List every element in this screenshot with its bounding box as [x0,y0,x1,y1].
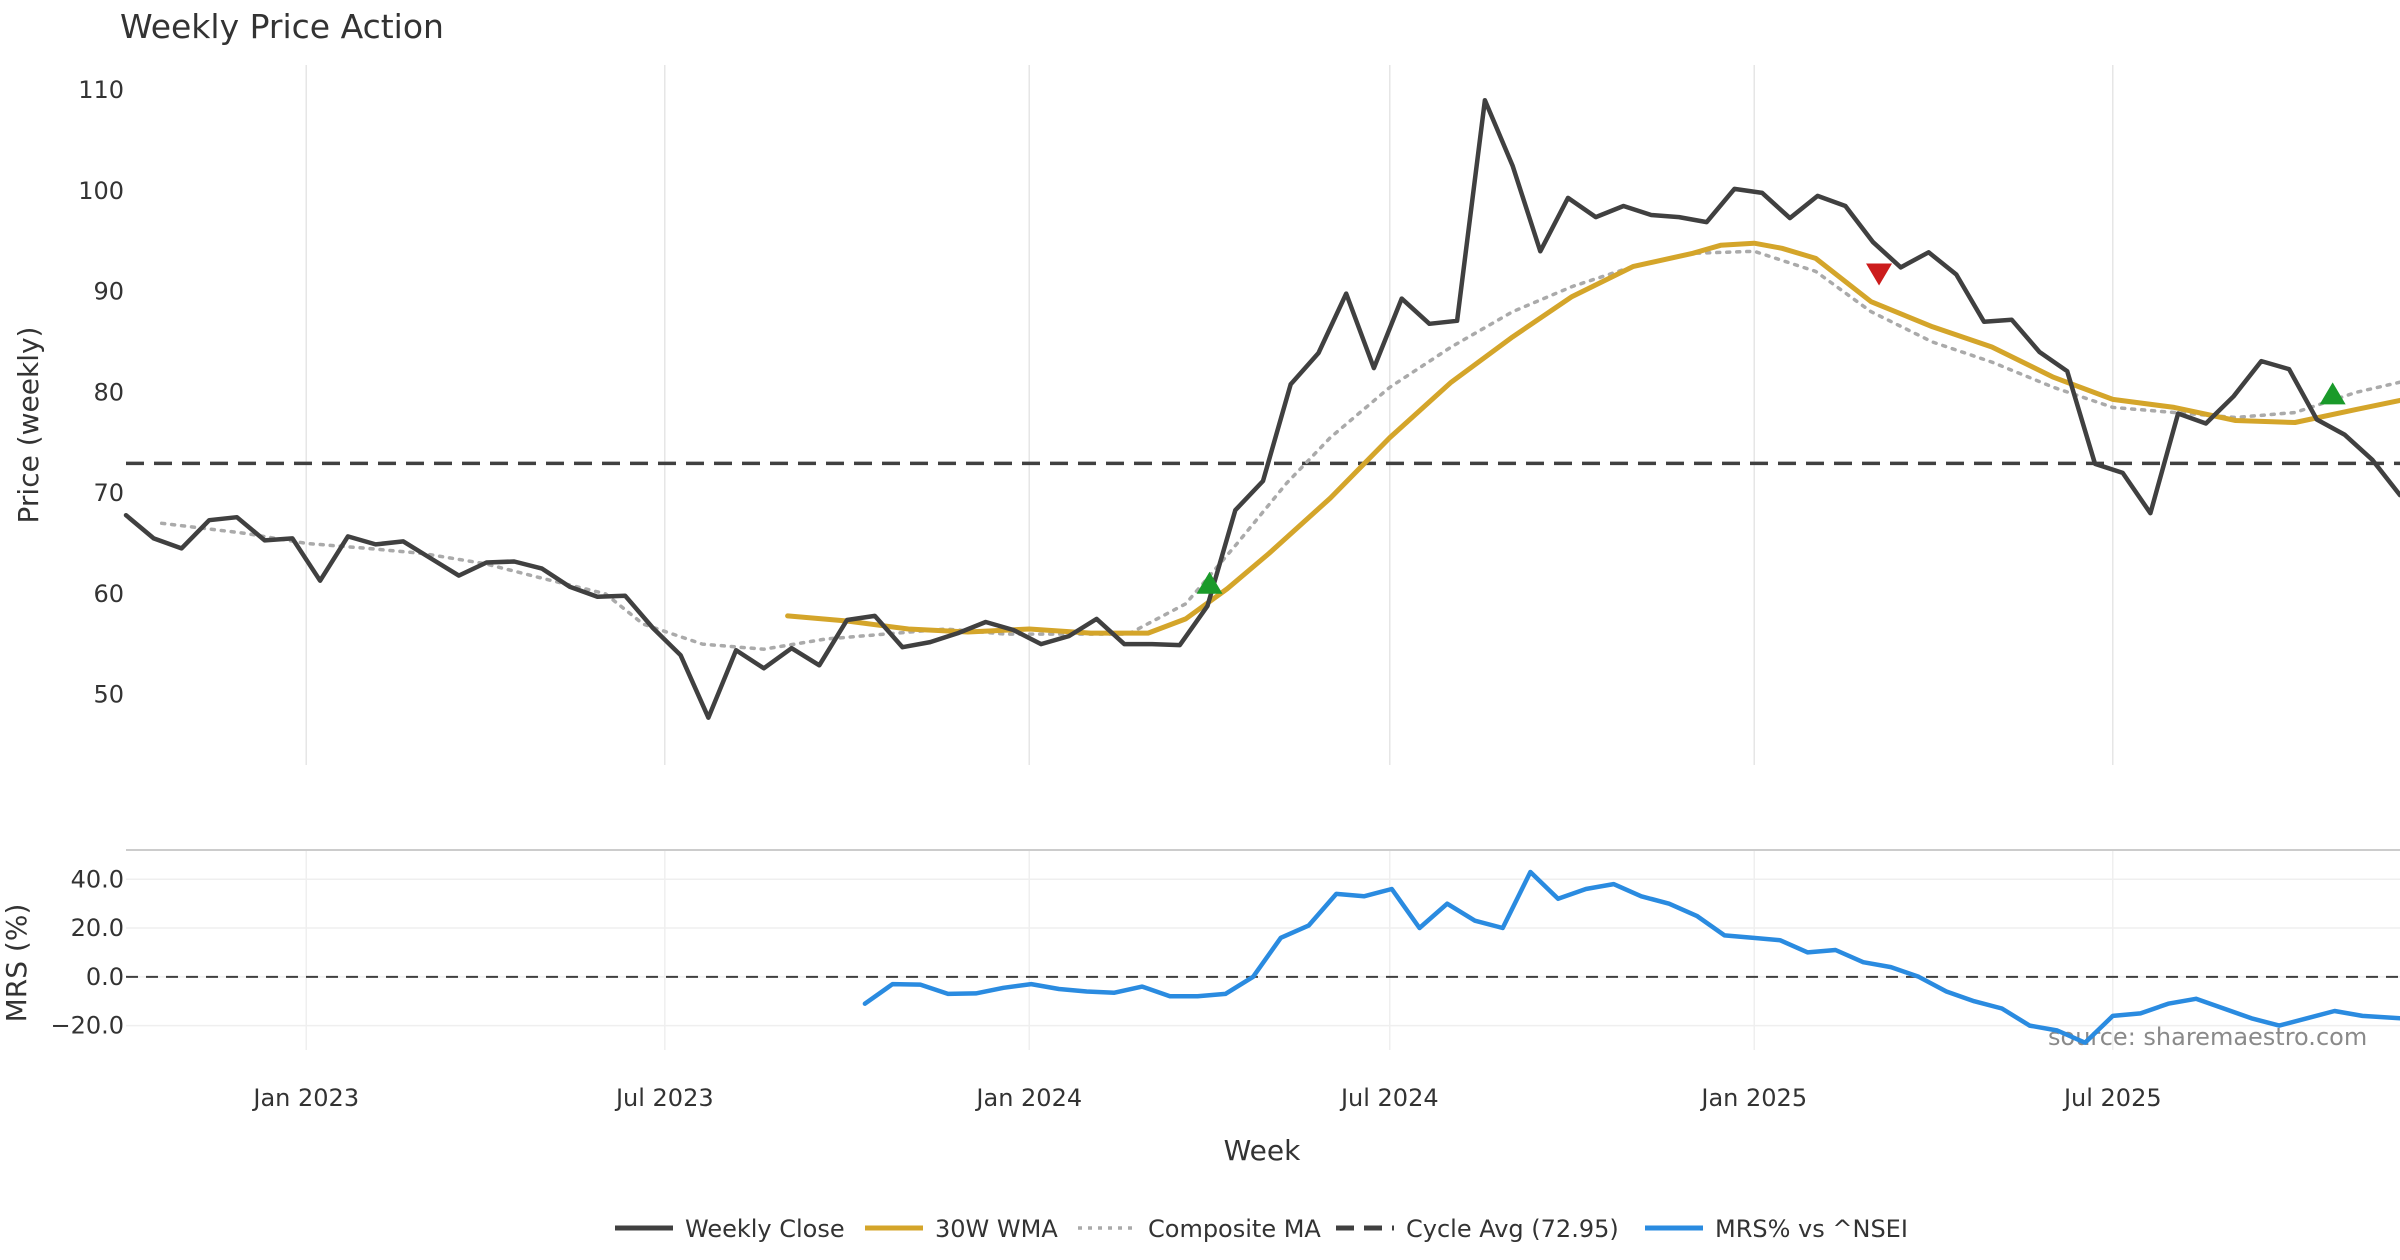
price-y-tick-label: 50 [93,680,124,708]
x-axis-label: Week [1224,1134,1301,1167]
price-y-tick-label: 100 [78,177,124,205]
legend-label: 30W WMA [935,1215,1058,1243]
x-tick-label: Jul 2025 [2062,1084,2162,1112]
source-note: source: sharemaestro.com [2048,1023,2367,1051]
price-y-axis-label: Price (weekly) [12,327,45,524]
grid-layer [126,65,2400,1050]
series-line-mrs [862,869,2400,1045]
tick-layer: Jan 2023 Jul 2023 Jan 2024 Jul 2024 Jan 2025… [50,76,2161,1112]
mrs-y-tick-label: −20.0 [50,1012,124,1040]
price-y-tick-label: 80 [93,378,124,406]
mrs-y-axis-label: MRS (%) [0,904,33,1023]
mrs-y-tick-label: 0.0 [86,963,124,991]
x-tick-label: Jan 2024 [974,1084,1082,1112]
x-tick-label: Jan 2025 [1699,1084,1807,1112]
series-line-30w-wma [785,240,2400,636]
x-tick-label: Jan 2023 [251,1084,359,1112]
buy-signal-marker [1196,571,1223,594]
x-tick-label: Jul 2023 [614,1084,714,1112]
x-tick-label: Jul 2024 [1339,1084,1439,1112]
buy-signal-marker [2319,382,2346,405]
mrs-y-tick-label: 40.0 [71,865,124,893]
mrs-y-tick-label: 20.0 [71,914,124,942]
series-line-composite-ma [159,249,2400,651]
legend-label: MRS% vs ^NSEI [1715,1215,1908,1243]
price-y-tick-label: 70 [93,479,124,507]
price-y-tick-label: 110 [78,76,124,104]
series-line-weekly-close [123,97,2400,720]
legend-label: Composite MA [1148,1215,1321,1243]
sell-signal-marker [1866,263,1893,286]
price-y-tick-label: 90 [93,278,124,306]
legend-label: Cycle Avg (72.95) [1406,1215,1619,1243]
series-layer [123,97,2400,1045]
legend: Weekly Close 30W WMA Composite MA Cycle Avg… [615,1215,1908,1243]
chart-title: Weekly Price Action [120,7,444,46]
legend-label: Weekly Close [685,1215,845,1243]
price-y-tick-label: 60 [93,580,124,608]
